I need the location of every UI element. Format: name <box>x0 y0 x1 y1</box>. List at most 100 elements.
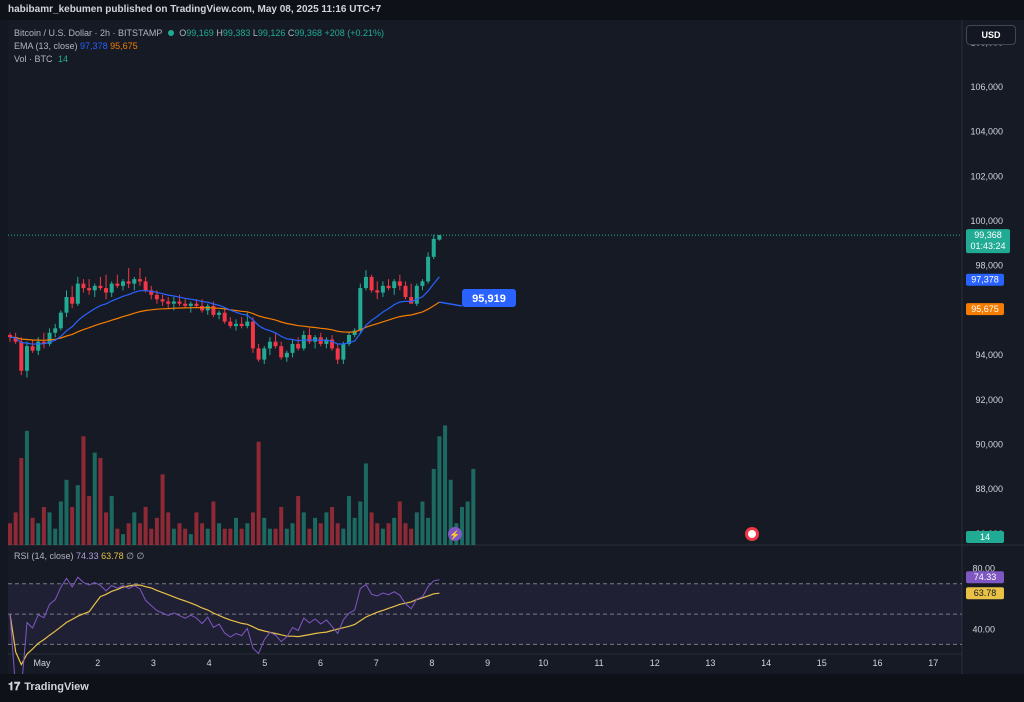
time-tick: 3 <box>151 658 156 668</box>
candle-body <box>369 276 374 291</box>
candle-body <box>19 341 24 371</box>
candle-body <box>397 281 402 286</box>
candle-body <box>8 335 12 338</box>
candle-body <box>307 335 312 342</box>
volume-bar <box>245 523 250 545</box>
price-tick: 100,000 <box>970 216 1003 226</box>
volume-bar <box>313 517 318 545</box>
candle-body <box>335 348 340 360</box>
volume-bar <box>30 517 35 545</box>
time-tick: 15 <box>817 658 827 668</box>
rsi-tag: 74.33 <box>974 572 997 582</box>
open-value: 99,169 <box>186 28 214 38</box>
volume-bar <box>166 512 171 545</box>
candle-body <box>92 285 97 291</box>
volume-legend[interactable]: Vol · BTC 14 <box>14 54 68 64</box>
time-tick: 16 <box>872 658 882 668</box>
callout-text: 95,919 <box>472 293 506 305</box>
volume-bar <box>296 496 301 545</box>
volume-bar <box>318 523 323 545</box>
volume-bar <box>363 463 368 545</box>
volume-bar <box>171 528 176 545</box>
volume-bar <box>386 523 391 545</box>
volume-bar <box>8 523 12 545</box>
volume-bar <box>324 512 329 545</box>
candle-body <box>409 297 414 304</box>
flag-event-icon-inner <box>748 530 756 538</box>
candle-body <box>431 238 436 257</box>
volume-bar <box>420 501 425 545</box>
volume-bar <box>92 452 97 545</box>
volume-bar <box>431 468 436 545</box>
candle-body <box>30 346 35 351</box>
countdown-tag: 01:43:24 <box>970 241 1005 251</box>
ema-fast-line <box>9 276 440 345</box>
volume-bar <box>98 458 103 545</box>
price-tick: 90,000 <box>975 439 1003 449</box>
volume-bar <box>183 528 188 545</box>
volume-bar <box>47 512 52 545</box>
candle-body <box>267 341 272 349</box>
candle-body <box>143 281 148 291</box>
candle-body <box>53 328 58 333</box>
volume-bar <box>267 528 272 545</box>
volume-bar <box>284 528 289 545</box>
candle-body <box>217 312 222 315</box>
candle-body <box>403 285 408 298</box>
candle-body <box>47 332 52 344</box>
chart-panel[interactable] <box>8 20 1024 674</box>
volume-bar <box>132 512 137 545</box>
ema-slow-line <box>9 301 440 341</box>
candle-body <box>426 256 431 282</box>
rsi-tick: 40.00 <box>972 624 995 634</box>
time-tick: 10 <box>538 658 548 668</box>
candle-body <box>121 281 125 286</box>
publish-info: habibamr_kebumen published on TradingVie… <box>8 4 382 15</box>
volume-bar <box>143 506 148 545</box>
rsi-ma-line <box>9 584 440 666</box>
volume-bar <box>352 517 357 545</box>
price-tick: 98,000 <box>975 261 1003 271</box>
volume-bar <box>200 523 205 545</box>
currency-button[interactable]: USD <box>966 25 1016 45</box>
rsi-tag-bg <box>966 571 1004 584</box>
price-tick: 88,000 <box>975 484 1003 494</box>
candle-body <box>256 348 261 360</box>
ema-label: EMA (13, close) <box>14 41 78 51</box>
symbol-legend: Bitcoin / U.S. Dollar · 2h · BITSTAMP O9… <box>14 28 385 38</box>
volume-bar <box>335 523 340 545</box>
candle-body <box>386 285 391 289</box>
volume-bar <box>115 528 120 545</box>
candle-body <box>160 299 165 302</box>
brand-text: TradingView <box>24 681 89 693</box>
volume-bar <box>70 506 75 545</box>
candle-body <box>279 346 284 358</box>
volume-bar <box>234 517 238 545</box>
candle-body <box>330 339 335 349</box>
time-tick: 17 <box>928 658 938 668</box>
volume-bar <box>369 512 374 545</box>
candle-body <box>262 348 267 360</box>
volume-bar <box>126 523 131 545</box>
candle-body <box>284 352 289 358</box>
rsi-legend[interactable]: RSI (14, close) 74.33 63.78 ∅ ∅ <box>14 551 145 561</box>
volume-bar <box>262 517 267 545</box>
volume-bar <box>104 512 109 545</box>
candle-body <box>137 279 142 282</box>
price-tick: 104,000 <box>970 127 1003 137</box>
last-price-tag-bg <box>966 229 1010 254</box>
market-status-icon <box>167 30 174 36</box>
volume-bar <box>154 517 159 545</box>
candle-body <box>245 321 250 327</box>
volume-bar <box>58 501 63 545</box>
candle-body <box>358 288 363 331</box>
volume-bar <box>465 501 470 545</box>
volume-bar <box>24 430 29 545</box>
lightning-icon <box>448 527 462 541</box>
ema-legend[interactable]: EMA (13, close) 97,378 95,675 <box>14 41 138 51</box>
volume-bar <box>443 425 448 545</box>
candle-body <box>70 297 75 304</box>
candle-body <box>211 305 216 315</box>
volume-bar <box>409 528 414 545</box>
